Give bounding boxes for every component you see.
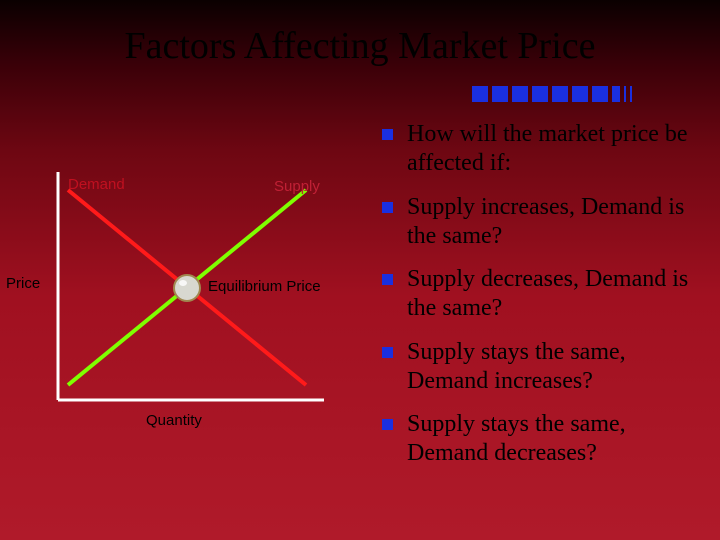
list-item: How will the market price be affected if… [382, 120, 702, 179]
accent-bar [472, 86, 632, 102]
page-title: Factors Affecting Market Price [0, 24, 720, 68]
chart-svg [6, 160, 356, 430]
accent-square-small [612, 86, 620, 102]
list-item: Supply stays the same, Demand decreases? [382, 410, 702, 469]
square-bullet-icon [382, 419, 393, 430]
list-item: Supply stays the same, Demand increases? [382, 338, 702, 397]
square-bullet-icon [382, 274, 393, 285]
square-bullet-icon [382, 202, 393, 213]
accent-square [552, 86, 568, 102]
equilibrium-highlight [179, 280, 187, 286]
axis-label-price: Price [6, 275, 40, 292]
list-item-text: Supply decreases, Demand is the same? [407, 265, 702, 324]
list-item: Supply decreases, Demand is the same? [382, 265, 702, 324]
list-item-text: Supply stays the same, Demand decreases? [407, 410, 702, 469]
list-item-text: Supply increases, Demand is the same? [407, 193, 702, 252]
list-item-text: How will the market price be affected if… [407, 120, 702, 179]
axis-label-quantity: Quantity [146, 412, 202, 429]
square-bullet-icon [382, 347, 393, 358]
accent-line [624, 86, 626, 102]
list-item: Supply increases, Demand is the same? [382, 193, 702, 252]
accent-line [630, 86, 632, 102]
accent-square [592, 86, 608, 102]
accent-square [472, 86, 488, 102]
equilibrium-label: Equilibrium Price [208, 278, 321, 295]
supply-label: Supply [274, 178, 320, 195]
supply-demand-chart: Price Demand Supply Equilibrium Price Qu… [6, 160, 356, 430]
accent-square [532, 86, 548, 102]
bullet-list: How will the market price be affected if… [382, 120, 702, 483]
demand-label: Demand [68, 176, 125, 193]
list-item-text: Supply stays the same, Demand increases? [407, 338, 702, 397]
equilibrium-point [174, 275, 200, 301]
square-bullet-icon [382, 129, 393, 140]
accent-square [572, 86, 588, 102]
accent-square [492, 86, 508, 102]
accent-square [512, 86, 528, 102]
